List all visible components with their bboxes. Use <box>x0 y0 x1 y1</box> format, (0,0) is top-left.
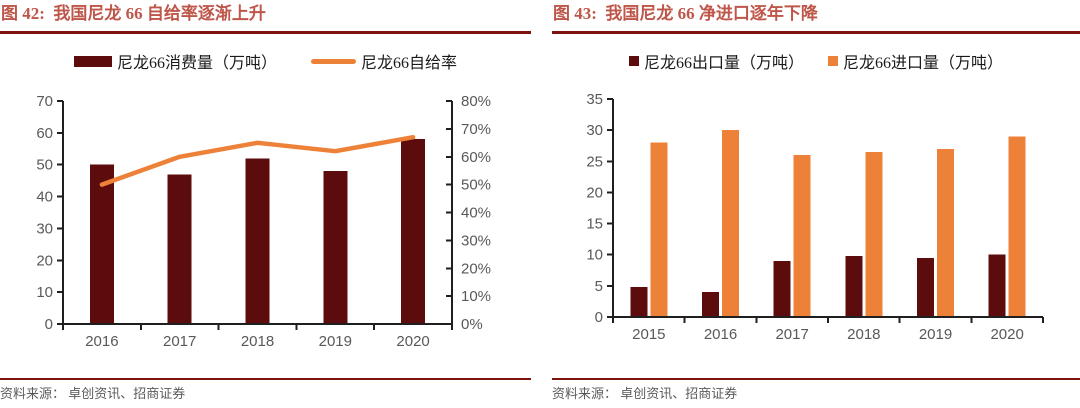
figure-43-legend: 尼龙66出口量（万吨） 尼龙66进口量（万吨） <box>552 50 1080 72</box>
svg-text:30: 30 <box>586 122 603 139</box>
bar <box>630 287 648 317</box>
svg-text:2019: 2019 <box>919 326 952 343</box>
legend-item-self-sufficiency: 尼龙66自给率 <box>311 49 457 73</box>
legend-label-imports: 尼龙66进口量（万吨） <box>843 55 1004 72</box>
svg-text:0%: 0% <box>461 316 483 333</box>
svg-text:80%: 80% <box>461 93 491 110</box>
source-text: 资料来源： 卓创资讯、招商证券 <box>0 386 186 401</box>
svg-text:2017: 2017 <box>163 333 196 350</box>
figure-43-source: 资料来源： 卓创资讯、招商证券 <box>552 378 1080 402</box>
figure-42-source: 资料来源： 卓创资讯、招商证券 <box>0 378 531 402</box>
bar <box>845 256 863 317</box>
svg-text:50: 50 <box>36 157 53 174</box>
bar-series <box>89 139 426 324</box>
svg-text:0: 0 <box>595 309 603 326</box>
figure-42-legend: 尼龙66消费量（万吨） 尼龙66自给率 <box>0 50 531 72</box>
bar <box>773 260 791 317</box>
figure-43-title: 图 43: 我国尼龙 66 净进口逐年下降 <box>552 0 1080 34</box>
bar <box>650 142 668 317</box>
bar <box>793 155 811 317</box>
bar-swatch-icon <box>73 55 112 67</box>
svg-text:15: 15 <box>586 216 603 233</box>
svg-text:40%: 40% <box>461 205 491 222</box>
bar <box>702 292 719 317</box>
svg-text:25: 25 <box>586 153 603 170</box>
svg-text:2020: 2020 <box>396 333 429 350</box>
bar-series-0 <box>89 139 426 324</box>
bar-series <box>630 130 1026 317</box>
legend-label-exports: 尼龙66出口量（万吨） <box>643 55 804 72</box>
svg-text:20: 20 <box>36 252 53 269</box>
bar <box>988 254 1006 317</box>
figure-42-title: 图 42: 我国尼龙 66 自给率逐渐上升 <box>0 0 531 34</box>
bar <box>89 164 114 324</box>
bar <box>323 171 348 324</box>
svg-text:70: 70 <box>36 93 53 110</box>
svg-text:2015: 2015 <box>632 326 665 343</box>
bar <box>722 130 739 317</box>
svg-text:60%: 60% <box>461 149 491 166</box>
svg-text:70%: 70% <box>461 121 491 138</box>
bar-series-0 <box>630 254 1006 317</box>
svg-text:2020: 2020 <box>990 326 1023 343</box>
legend-label-self-sufficiency: 尼龙66自给率 <box>361 55 458 72</box>
legend-item-exports: 尼龙66出口量（万吨） <box>628 49 804 73</box>
svg-text:10%: 10% <box>461 288 491 305</box>
svg-text:5: 5 <box>595 278 603 295</box>
bar <box>245 158 270 324</box>
bar <box>401 139 426 324</box>
source-text: 资料来源： 卓创资讯、招商证券 <box>552 386 738 401</box>
svg-text:0: 0 <box>45 316 53 333</box>
square-swatch-icon <box>628 56 639 66</box>
category-axis-labels: 2015 2016 2017 2018 2019 2020 <box>632 326 1024 343</box>
svg-text:10: 10 <box>36 284 53 301</box>
svg-text:2017: 2017 <box>775 326 808 343</box>
svg-text:30%: 30% <box>461 232 491 249</box>
svg-text:20: 20 <box>586 184 603 201</box>
line-series <box>99 134 416 187</box>
combo-chart-nylon66-consumption: 0 10 20 30 40 50 60 70 0% 10% 20% 30% 40% 50% 60% 70% 80… <box>36 93 491 350</box>
grouped-bar-chart-nylon66-trade: 0 5 10 15 20 25 30 35 2015 2016 2017 2018 2019 2020 <box>586 91 1044 343</box>
line-swatch-icon <box>311 58 356 64</box>
bar <box>865 151 883 317</box>
legend-item-consumption: 尼龙66消费量（万吨） <box>73 49 277 73</box>
legend-label-consumption: 尼龙66消费量（万吨） <box>116 55 277 72</box>
category-axis-labels: 2016 2017 2018 2019 2020 <box>85 333 430 350</box>
svg-text:2016: 2016 <box>704 326 737 343</box>
bar <box>167 174 192 324</box>
svg-text:2016: 2016 <box>85 333 118 350</box>
axes: 0 5 10 15 20 25 30 35 <box>586 91 1044 326</box>
svg-text:2018: 2018 <box>241 333 274 350</box>
svg-text:40: 40 <box>36 189 53 206</box>
svg-text:2019: 2019 <box>319 333 352 350</box>
axes: 0 10 20 30 40 50 60 70 0% 10% 20% 30% 40% 50% 60% 70% 80… <box>36 93 491 333</box>
legend-item-imports: 尼龙66进口量（万吨） <box>828 49 1003 73</box>
bar <box>917 257 934 317</box>
svg-text:35: 35 <box>586 91 603 108</box>
svg-text:30: 30 <box>36 220 53 237</box>
bar <box>1008 136 1026 317</box>
bar-series-1 <box>650 130 1026 317</box>
figure-43-panel: 图 43: 我国尼龙 66 净进口逐年下降 尼龙66出口量（万吨） 尼龙66进口… <box>552 0 1080 408</box>
figure-42-panel: 图 42: 我国尼龙 66 自给率逐渐上升 尼龙66消费量（万吨） 尼龙66自给… <box>0 0 531 408</box>
svg-text:60: 60 <box>36 125 53 142</box>
bar <box>937 148 954 317</box>
svg-text:50%: 50% <box>461 177 491 194</box>
square-swatch-icon <box>828 56 838 66</box>
svg-text:2018: 2018 <box>847 326 880 343</box>
svg-text:20%: 20% <box>461 260 491 277</box>
svg-text:10: 10 <box>586 247 603 264</box>
